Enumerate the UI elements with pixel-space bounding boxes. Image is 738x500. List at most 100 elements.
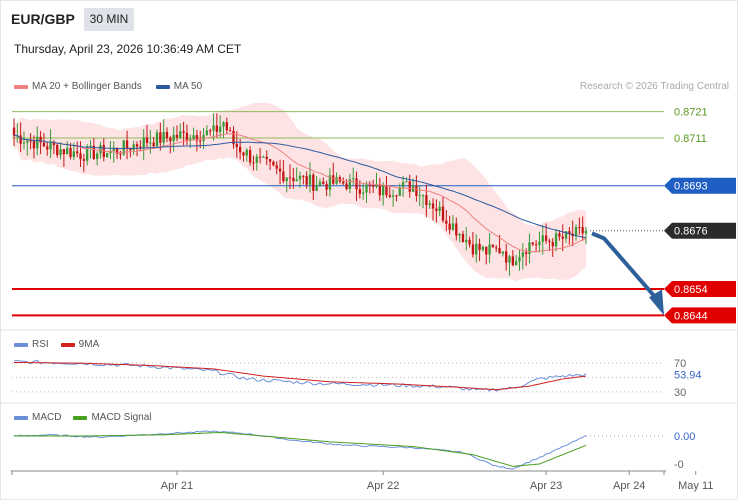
candle-body [531,242,534,245]
candle-body [278,168,282,172]
candle-body [335,177,338,184]
candle [428,200,431,209]
timeframe-button[interactable]: 30 MIN [84,8,134,31]
candle [125,130,129,160]
candle-body [431,203,435,209]
candle [388,185,391,199]
candle-body [578,226,581,228]
candle-body [488,244,491,255]
candle [179,123,182,140]
candle-body [295,179,298,182]
candle-body [125,140,129,148]
candle-body [238,146,242,153]
candle-body [202,134,205,142]
candle [288,164,292,190]
candle-body [66,148,69,155]
candle-body [371,185,375,187]
symbol-title: EUR/GBP [11,11,75,27]
candle-body [358,189,362,194]
candle-body [12,127,16,136]
candle-body [182,131,185,133]
candle-body [541,235,544,242]
x-axis-label: Apr 24 [613,480,645,492]
candle [475,234,478,263]
ma20-legend-label: MA 20 + Bollinger Bands [32,81,142,92]
candle [282,160,285,184]
candle-body [272,161,275,166]
ma20-swatch [14,84,28,89]
candle [185,124,189,146]
candle [448,215,451,235]
candle [62,148,66,167]
candle-body [365,184,368,193]
candle [528,233,531,264]
candle [551,238,554,257]
x-axis-label: Apr 21 [161,480,193,492]
candle [558,230,561,241]
candle-body [455,223,458,236]
candle [268,159,272,170]
candle-body [328,175,332,190]
candle [192,127,195,141]
candle-body [498,248,501,254]
candle-body [415,185,418,196]
candle [385,176,388,198]
macd-legend: MACD MACD Signal [14,412,151,423]
candle-body [418,195,421,197]
candle-body [315,185,318,191]
macd-signal-line [14,431,587,467]
candle-body [155,132,159,147]
candle-body [32,140,36,149]
candle [248,145,252,166]
candle-body [401,182,405,188]
candle [365,181,368,203]
candle-body [398,187,401,196]
candle-body [105,153,109,158]
candle-body [441,206,445,221]
candle [568,226,571,245]
pivot-level-tag [664,177,736,194]
candle [228,126,232,132]
ma50-swatch [155,84,170,89]
candle-body [368,184,372,186]
candle-body [205,130,209,135]
candle [175,125,179,142]
candle [275,161,278,175]
candle [49,129,52,159]
candle [325,180,328,197]
candle-body [534,244,538,246]
candle-body [538,241,541,245]
candle-body [521,252,524,257]
candle-body [165,131,169,138]
candle [451,215,455,232]
candle [541,225,544,255]
candle-body [179,131,182,138]
candle [495,244,498,252]
candle [312,172,315,200]
candle [401,176,405,197]
candle-body [212,125,215,131]
candle-body [505,251,508,263]
candle [514,254,518,266]
candle-body [248,150,252,163]
candle [445,210,448,232]
candle [488,233,491,264]
candle [142,129,145,161]
candle-body [544,235,548,241]
price-legend: MA 20 + Bollinger Bands MA 50 [14,81,202,92]
candle [342,177,345,186]
candle-body [112,148,115,151]
candle-body [209,130,212,132]
candle [485,246,488,265]
candle [215,113,219,138]
candle-body [548,240,551,243]
candle-body [352,178,355,180]
candle [531,242,534,247]
candle-body [438,206,441,212]
candle-body [292,177,295,182]
candle [534,240,538,252]
candle [438,201,441,217]
candle [258,147,262,164]
candle-body [185,132,189,141]
